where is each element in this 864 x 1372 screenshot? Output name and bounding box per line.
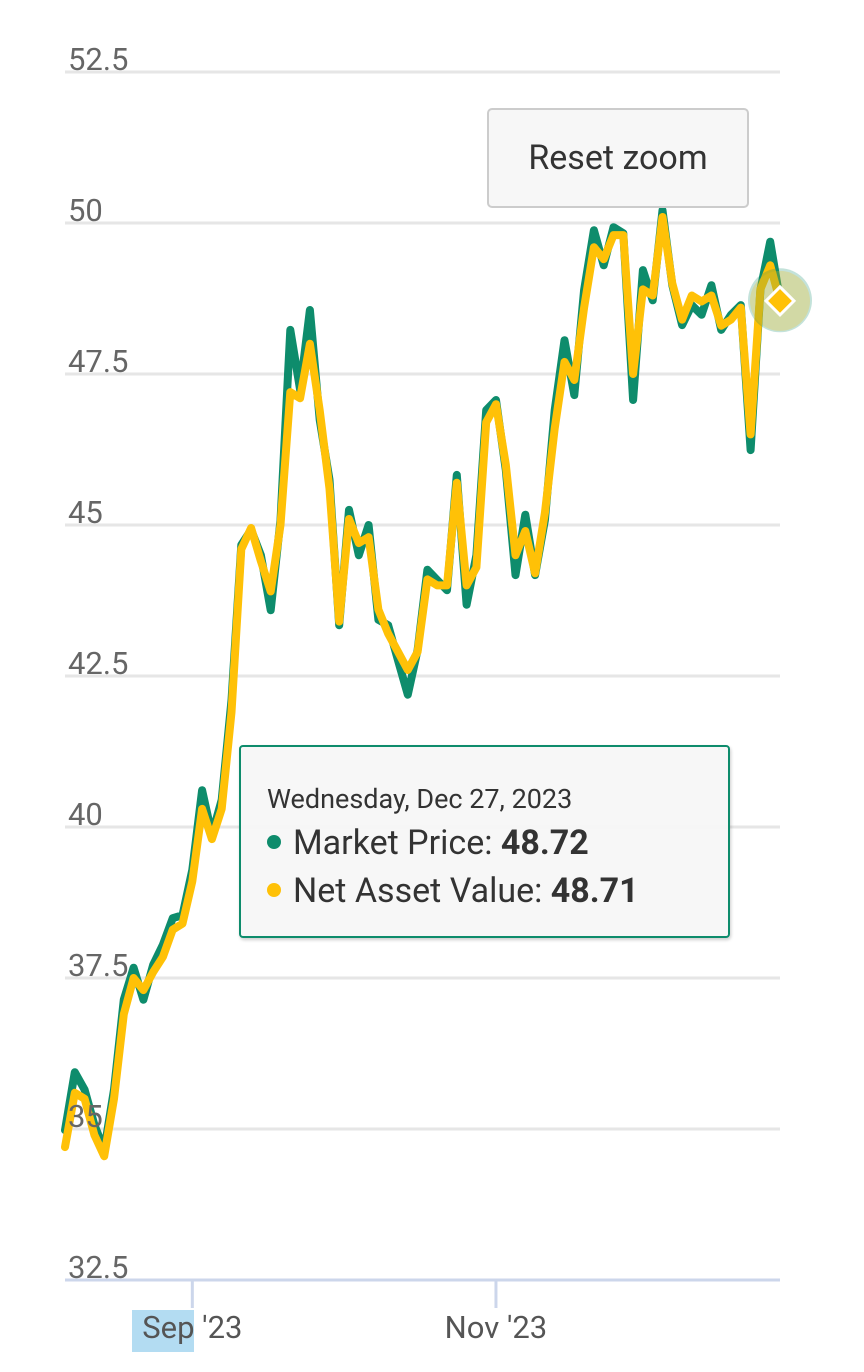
y-tick-label: 40 — [68, 796, 103, 833]
y-tick-label: 47.5 — [68, 343, 128, 380]
tooltip-title: Wednesday, Dec 27, 2023 — [267, 783, 573, 815]
y-tick-label: 45 — [68, 494, 103, 531]
y-tick-label: 52.5 — [68, 41, 128, 78]
y-tick-label: 42.5 — [68, 645, 128, 682]
y-tick-label: 35 — [68, 1098, 103, 1135]
reset-zoom-button[interactable]: Reset zoom — [487, 108, 749, 208]
tooltip-value: 48.71 — [550, 871, 639, 911]
tooltip-row: Net Asset Value48.71 — [267, 867, 728, 915]
tooltip-series-name: Market Price — [293, 823, 501, 863]
y-tick-label: 32.5 — [68, 1249, 128, 1286]
x-tick-label: Sep '23 — [142, 1309, 242, 1346]
tooltip-dot — [267, 835, 281, 850]
series-line — [61, 206, 784, 1155]
tooltip: Wednesday, Dec 27, 2023 Market Price48.7… — [239, 745, 730, 938]
tooltip-series-name: Net Asset Value — [293, 871, 551, 911]
y-tick-label: 37.5 — [68, 947, 128, 984]
tooltip-row: Market Price48.72 — [267, 819, 728, 867]
selection-highlight — [132, 1310, 194, 1352]
tooltip-value: 48.72 — [500, 823, 589, 863]
y-tick-label: 50 — [68, 192, 103, 229]
tooltip-dot — [267, 883, 281, 898]
series-line — [61, 213, 784, 1161]
x-tick-label: Nov '23 — [445, 1309, 548, 1346]
hover-marker — [763, 284, 797, 318]
